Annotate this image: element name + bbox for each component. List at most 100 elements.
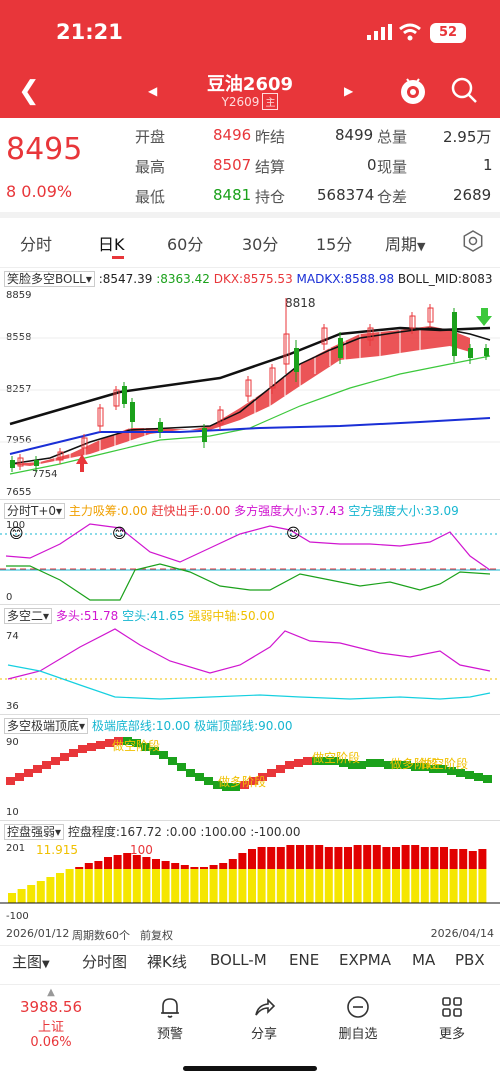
control-bar-red bbox=[363, 845, 372, 869]
phase-block bbox=[141, 743, 150, 751]
tab-15min[interactable]: 15分 bbox=[316, 235, 353, 254]
search-icon[interactable] bbox=[450, 76, 478, 104]
indicator-selector[interactable]: 笑脸多空BOLL▾ bbox=[4, 271, 95, 287]
indicator-tab[interactable]: 裸K线 bbox=[147, 953, 187, 971]
phase-block bbox=[6, 777, 15, 785]
readout-2: :0.00 bbox=[165, 825, 197, 839]
control-bar-yellow bbox=[132, 869, 141, 903]
main-chart[interactable]: 笑脸多空BOLL▾ :8547.39 :8363.42 DKX:8575.53 … bbox=[0, 267, 500, 499]
quote-value: 2.95万 bbox=[443, 128, 492, 146]
phase-block bbox=[150, 747, 159, 755]
next-contract-icon[interactable]: ▶ bbox=[344, 84, 354, 98]
quote-value: 8507 bbox=[213, 156, 252, 174]
indicator-selector[interactable]: 控盘强弱▾ bbox=[4, 824, 65, 840]
settings-icon[interactable] bbox=[461, 229, 485, 253]
control-bar-red bbox=[84, 863, 93, 869]
control-bar-yellow bbox=[324, 869, 333, 903]
phase-block bbox=[249, 777, 258, 785]
home-indicator bbox=[183, 1066, 317, 1071]
tab-remove-favorite[interactable]: 删自选 bbox=[323, 995, 393, 1042]
tab-alert[interactable]: 预警 bbox=[135, 995, 205, 1042]
prev-contract-icon[interactable]: ◀ bbox=[148, 84, 158, 98]
phase-block bbox=[159, 751, 168, 759]
indicator-panel-duokong[interactable]: 多空二▾ 多头:51.78 空头:41.65 强弱中轴:50.00 74 36 bbox=[0, 604, 500, 714]
indicator-tab[interactable]: EXPMA bbox=[339, 951, 392, 969]
phase-block bbox=[285, 761, 294, 769]
smile-icon: 😊 bbox=[286, 526, 301, 542]
adjust-mode: 前复权 bbox=[140, 929, 173, 942]
phase-block bbox=[87, 743, 96, 751]
index-widget[interactable]: ▲ 3988.56 上证 0.06% bbox=[16, 987, 86, 1050]
indicator-panel-t0[interactable]: 分时T+0▾ 主力吸筹:0.00 赶快出手:0.00 多方强度大小:37.43 … bbox=[0, 499, 500, 604]
duokong-chart-svg bbox=[0, 628, 500, 700]
control-bar-yellow bbox=[334, 869, 343, 903]
indicator-tab[interactable]: ENE bbox=[289, 951, 320, 969]
tab-period[interactable]: 周期▼ bbox=[385, 231, 425, 255]
phase-label: 做空阶段 bbox=[312, 751, 361, 765]
control-bar-yellow bbox=[449, 869, 458, 903]
readout-4: MADKX:8588.98 bbox=[296, 272, 395, 286]
tab-daily[interactable]: 日K bbox=[98, 235, 125, 254]
readout-1: :8547.39 bbox=[98, 272, 153, 286]
control-bar-yellow bbox=[257, 869, 266, 903]
tab-more-label: 更多 bbox=[438, 1027, 465, 1042]
control-bar-red bbox=[392, 847, 400, 869]
control-bar-red bbox=[353, 845, 362, 869]
indicator-tabs: 主图▼ 分时图 裸K线 BOLL-M ENE EXPMA MA PBX bbox=[0, 945, 500, 975]
indicator-selector[interactable]: 多空二▾ bbox=[4, 608, 53, 624]
indicator-selector[interactable]: 多空极端顶底▾ bbox=[4, 718, 89, 734]
control-bar-yellow bbox=[161, 869, 170, 903]
back-icon[interactable]: ❮ bbox=[18, 76, 40, 106]
control-bar-yellow bbox=[267, 869, 276, 903]
control-bar-red bbox=[94, 861, 103, 869]
control-bar-red bbox=[420, 847, 429, 869]
control-bar-yellow bbox=[315, 869, 324, 903]
indicator-panel-control[interactable]: 控盘强弱▾ 控盘程度:167.72 :0.00 :100.00 :-100.00… bbox=[0, 820, 500, 924]
robot-assistant-icon[interactable] bbox=[398, 76, 428, 106]
indicator-tab[interactable]: MA bbox=[412, 951, 436, 969]
phase-block bbox=[429, 765, 438, 773]
control-bar-red bbox=[382, 847, 391, 869]
control-bar-red bbox=[257, 847, 266, 869]
control-bar-red bbox=[200, 867, 208, 869]
tab-more[interactable]: 更多 bbox=[417, 995, 487, 1042]
control-bar-red bbox=[161, 861, 170, 869]
chevron-down-icon: ▼ bbox=[417, 240, 426, 253]
phase-block bbox=[276, 765, 285, 773]
readout-2: :8363.42 bbox=[156, 272, 210, 286]
sell-arrow-icon bbox=[476, 308, 492, 326]
minus-circle-icon bbox=[347, 996, 369, 1018]
phase-block bbox=[42, 761, 51, 769]
last-price: 8495 bbox=[6, 132, 83, 167]
control-bar-yellow bbox=[75, 869, 84, 903]
indicator-tab[interactable]: PBX bbox=[455, 951, 485, 969]
readout-2: 空头:41.65 bbox=[122, 609, 185, 623]
period-tabs: 分时 日K 60分 30分 15分 周期▼ bbox=[0, 224, 500, 260]
dkx-band bbox=[10, 326, 470, 466]
end-date: 2026/04/14 bbox=[430, 927, 494, 940]
indicator-tab[interactable]: BOLL-M bbox=[210, 951, 267, 969]
tab-share[interactable]: 分享 bbox=[229, 995, 299, 1042]
indicator-panel-extreme[interactable]: 多空极端顶底▾ 极端底部线:10.00 极端顶部线:90.00 90 10 做空… bbox=[0, 714, 500, 820]
control-bar-red bbox=[219, 863, 228, 869]
readout-4: :-100.00 bbox=[250, 825, 301, 839]
tab-30min[interactable]: 30分 bbox=[242, 235, 279, 254]
bull-line bbox=[7, 628, 491, 680]
control-bar-yellow bbox=[468, 869, 477, 903]
control-bar-yellow bbox=[430, 869, 439, 903]
tab-60min[interactable]: 60分 bbox=[167, 235, 204, 254]
tab-intraday[interactable]: 分时 bbox=[20, 235, 53, 254]
indicator-tab[interactable]: 分时图 bbox=[82, 953, 128, 971]
phase-block bbox=[33, 765, 42, 773]
readout-2: 赶快出手:0.00 bbox=[151, 504, 231, 518]
control-bar-yellow bbox=[276, 869, 285, 903]
boll-upper-line bbox=[9, 326, 491, 426]
indicator-tab-main[interactable]: 主图▼ bbox=[12, 951, 50, 972]
phase-block bbox=[447, 767, 456, 775]
control-bar-yellow bbox=[46, 877, 55, 903]
phase-block bbox=[15, 773, 24, 781]
quote-label: 持仓 bbox=[255, 188, 286, 206]
control-bar-yellow bbox=[56, 873, 64, 903]
indicator-selector[interactable]: 分时T+0▾ bbox=[4, 503, 66, 519]
control-bar-yellow bbox=[104, 869, 112, 903]
